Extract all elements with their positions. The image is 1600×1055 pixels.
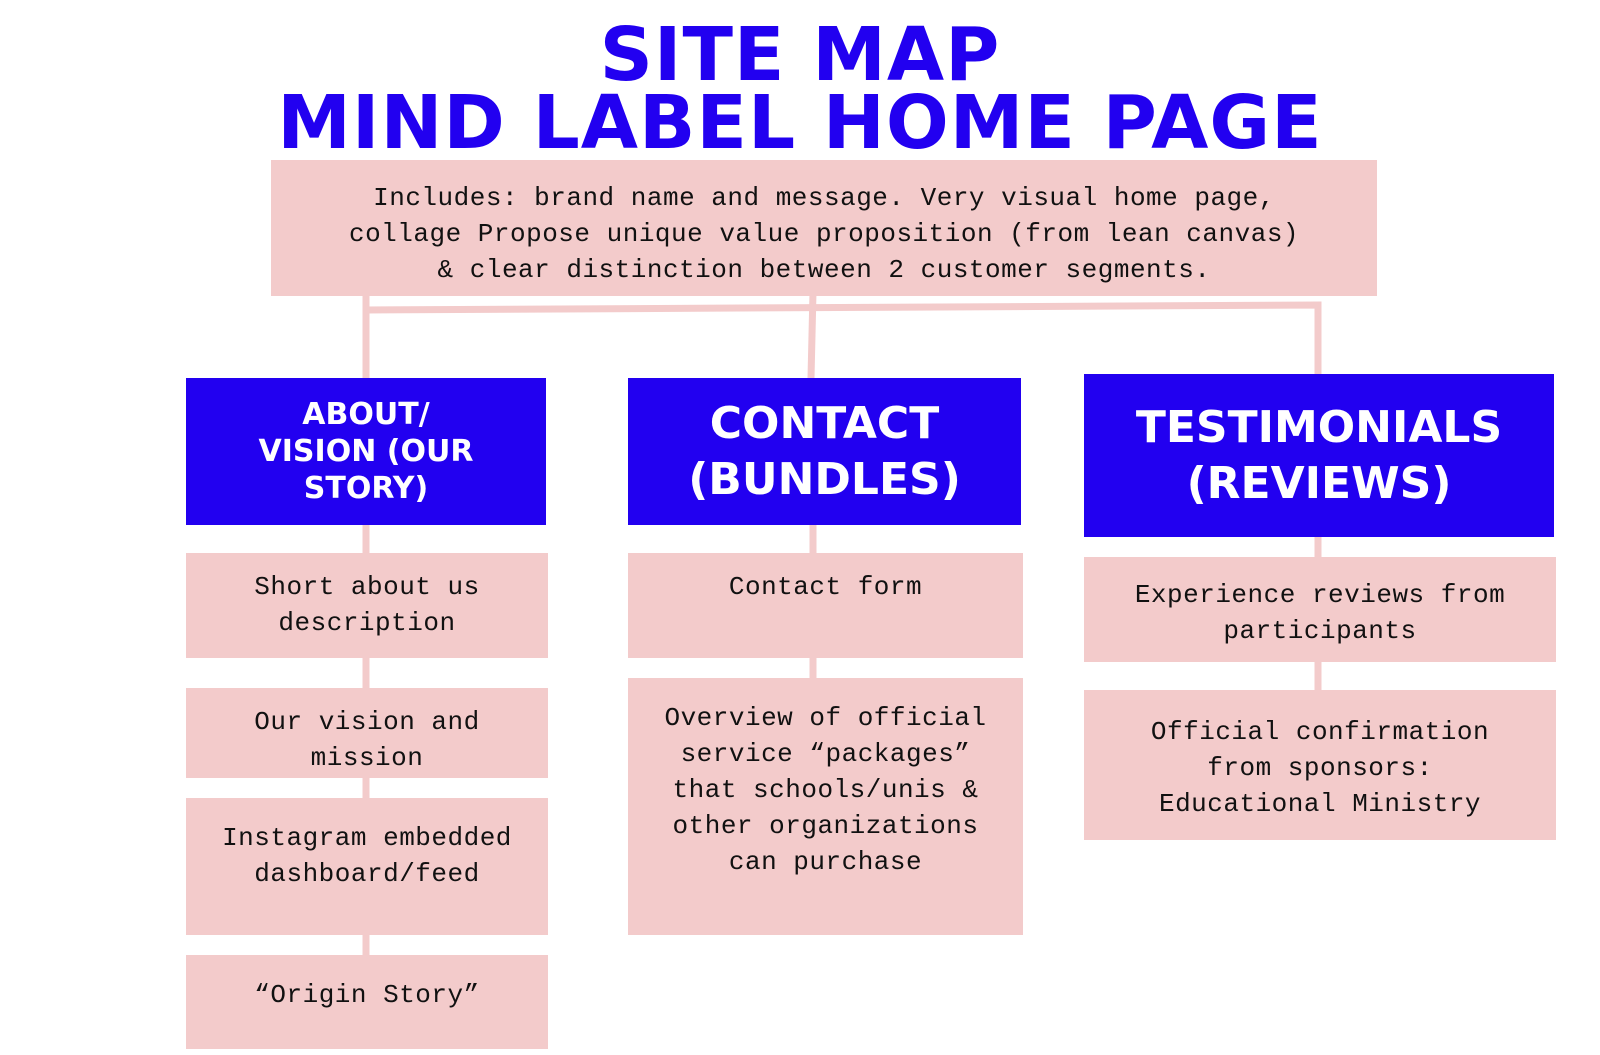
contact-item-service-packages: Overview of official service “packages” …	[628, 678, 1023, 935]
testimonials-item-text: Experience reviews from participants	[1134, 580, 1506, 646]
home-page-description: Includes: brand name and message. Very v…	[348, 183, 1300, 285]
about-item-text: Short about us description	[254, 572, 480, 638]
about-item-instagram-feed: Instagram embedded dashboard/feed	[186, 798, 548, 935]
contact-item-contact-form: Contact form	[628, 553, 1023, 658]
title-line-1: SITE MAP	[599, 12, 1001, 98]
about-vision-heading-box: ABOUT/ VISION (OUR STORY)	[186, 378, 546, 525]
testimonials-reviews-heading: TESTIMONIALS (REVIEWS)	[1135, 401, 1503, 509]
about-item-text: Our vision and mission	[254, 707, 480, 773]
about-item-vision-mission: Our vision and mission	[186, 688, 548, 778]
testimonials-reviews-heading-box: TESTIMONIALS (REVIEWS)	[1084, 374, 1554, 537]
about-vision-heading: ABOUT/ VISION (OUR STORY)	[258, 397, 474, 506]
testimonials-item-experience-reviews: Experience reviews from participants	[1084, 557, 1556, 662]
about-item-short-description: Short about us description	[186, 553, 548, 658]
testimonials-item-text: Official confirmation from sponsors: Edu…	[1150, 717, 1490, 819]
about-item-origin-story: “Origin Story”	[186, 955, 548, 1049]
about-item-text: “Origin Story”	[254, 980, 480, 1010]
home-page-box: Includes: brand name and message. Very v…	[271, 160, 1377, 296]
contact-bundles-heading-box: CONTACT (BUNDLES)	[628, 378, 1021, 525]
contact-item-text: Contact form	[728, 572, 923, 602]
testimonials-item-official-confirmation: Official confirmation from sponsors: Edu…	[1084, 690, 1556, 840]
about-item-text: Instagram embedded dashboard/feed	[222, 823, 512, 889]
contact-bundles-heading: CONTACT (BUNDLES)	[688, 397, 961, 505]
title-line-2: MIND LABEL HOME PAGE	[277, 80, 1323, 166]
connector-branch-bar	[365, 301, 1322, 374]
contact-item-text: Overview of official service “packages” …	[664, 703, 987, 877]
